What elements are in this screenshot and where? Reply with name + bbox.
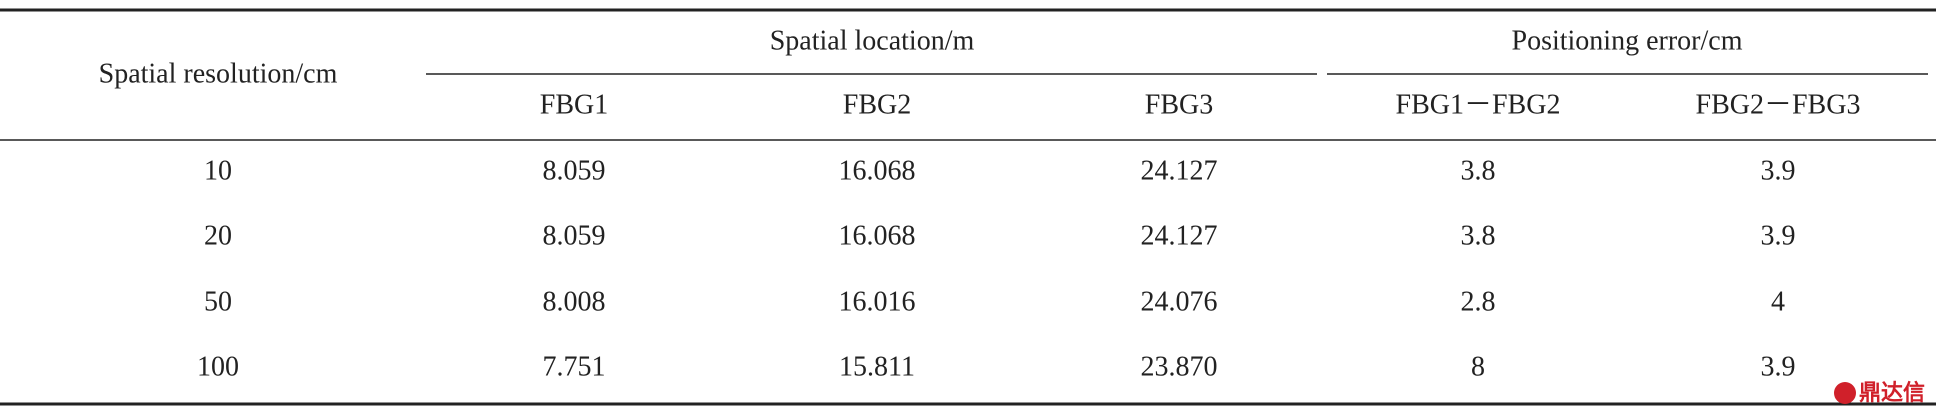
cell: 16.068 — [839, 155, 916, 186]
cell: 16.016 — [839, 286, 916, 317]
cell: 3.8 — [1461, 155, 1496, 186]
cell: 15.811 — [839, 351, 915, 382]
cell: 3.9 — [1761, 220, 1796, 251]
cell: 3.8 — [1461, 220, 1496, 251]
watermark-text: 鼎达信 — [1859, 380, 1925, 406]
cell: 8.059 — [543, 220, 606, 251]
watermark: 鼎达信 — [1834, 380, 1925, 406]
row-label-header: Spatial resolution/cm — [99, 58, 338, 89]
column-header: FBG2－FBG3 — [1696, 89, 1861, 120]
cell: 50 — [204, 286, 232, 317]
cell: 10 — [204, 155, 232, 186]
cell: 23.870 — [1141, 351, 1218, 382]
watermark-icon — [1834, 382, 1856, 404]
cell: 24.127 — [1141, 155, 1218, 186]
cell: 8.008 — [543, 286, 606, 317]
column-header: FBG1 — [540, 89, 608, 120]
cell: 3.9 — [1761, 155, 1796, 186]
cell: 7.751 — [543, 351, 606, 382]
column-header: FBG3 — [1145, 89, 1213, 120]
cell: 100 — [197, 351, 239, 382]
cell: 24.076 — [1141, 286, 1218, 317]
cell: 3.9 — [1761, 351, 1796, 382]
cell: 16.068 — [839, 220, 916, 251]
group-header: Positioning error/cm — [1512, 25, 1743, 56]
cell: 8.059 — [543, 155, 606, 186]
cell: 4 — [1771, 286, 1785, 317]
cell: 2.8 — [1461, 286, 1496, 317]
group-header: Spatial location/m — [770, 25, 975, 56]
cell: 20 — [204, 220, 232, 251]
column-header: FBG1－FBG2 — [1396, 89, 1561, 120]
column-header: FBG2 — [843, 89, 911, 120]
cell: 8 — [1471, 351, 1485, 382]
cell: 24.127 — [1141, 220, 1218, 251]
